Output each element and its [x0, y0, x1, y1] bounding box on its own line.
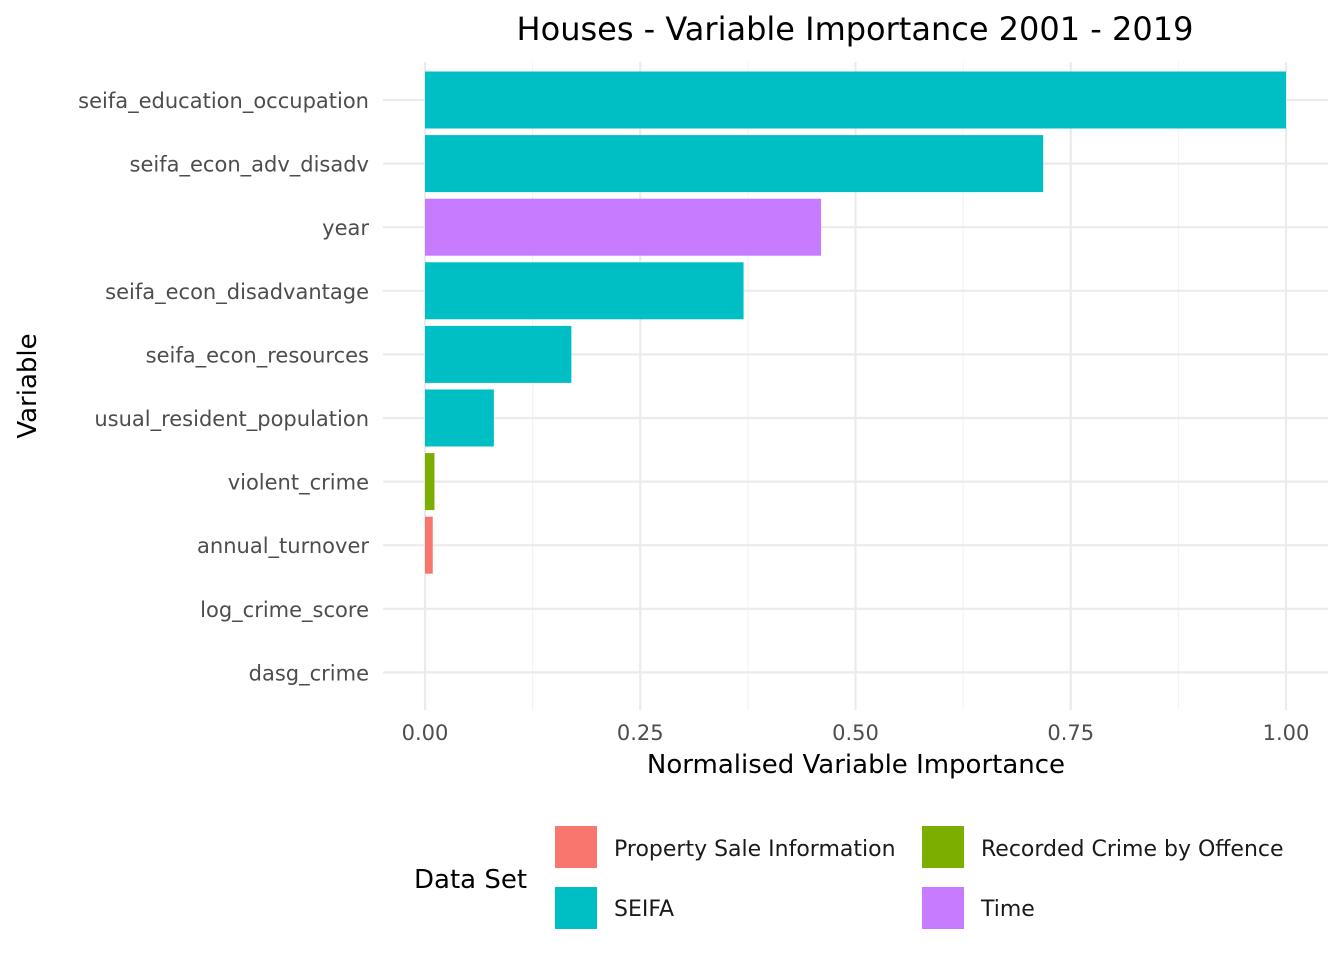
- y-tick-label: annual_turnover: [197, 534, 369, 559]
- x-tick-label: 0.25: [617, 721, 664, 745]
- legend: Data Set Property Sale Information Record…: [414, 826, 1284, 929]
- legend-title: Data Set: [414, 865, 527, 895]
- x-tick-labels: 0.00 0.25 0.50 0.75 1.00: [402, 721, 1310, 745]
- bar-usual_resident_population: [425, 389, 494, 447]
- x-axis-title: Normalised Variable Importance: [647, 750, 1065, 780]
- x-tick-label: 1.00: [1263, 721, 1310, 745]
- legend-label: Recorded Crime by Offence: [981, 837, 1284, 862]
- bars: [425, 71, 1286, 574]
- x-tick-label: 0.00: [402, 721, 449, 745]
- legend-label: SEIFA: [614, 897, 674, 922]
- y-tick-label: year: [322, 216, 369, 240]
- y-tick-label: seifa_education_occupation: [78, 89, 369, 114]
- bar-seifa_econ_adv_disadv: [425, 135, 1044, 193]
- bar-violent_crime: [425, 453, 435, 511]
- bar-seifa_econ_resources: [425, 325, 572, 383]
- bar-year: [425, 198, 822, 256]
- chart-title: Houses - Variable Importance 2001 - 2019: [517, 10, 1194, 48]
- x-tick-label: 0.50: [832, 721, 879, 745]
- x-tick-label: 0.75: [1047, 721, 1094, 745]
- y-tick-label: seifa_econ_disadvantage: [105, 280, 369, 305]
- y-tick-label: seifa_econ_adv_disadv: [130, 153, 369, 178]
- y-axis-title: Variable: [13, 333, 43, 438]
- legend-key: [922, 826, 964, 868]
- legend-key: [555, 887, 597, 929]
- y-tick-label: log_crime_score: [200, 598, 369, 623]
- y-tick-labels: seifa_education_occupation seifa_econ_adv…: [78, 89, 369, 686]
- bar-seifa_econ_disadvantage: [425, 262, 744, 320]
- legend-label: Property Sale Information: [614, 837, 896, 862]
- y-tick-label: usual_resident_population: [94, 407, 369, 432]
- legend-label: Time: [980, 897, 1035, 922]
- y-tick-label: seifa_econ_resources: [146, 343, 369, 368]
- bar-annual_turnover: [425, 516, 433, 574]
- y-tick-label: dasg_crime: [249, 661, 369, 686]
- y-tick-label: violent_crime: [228, 471, 369, 496]
- legend-key: [922, 887, 964, 929]
- legend-key: [555, 826, 597, 868]
- bar-seifa_education_occupation: [425, 71, 1286, 129]
